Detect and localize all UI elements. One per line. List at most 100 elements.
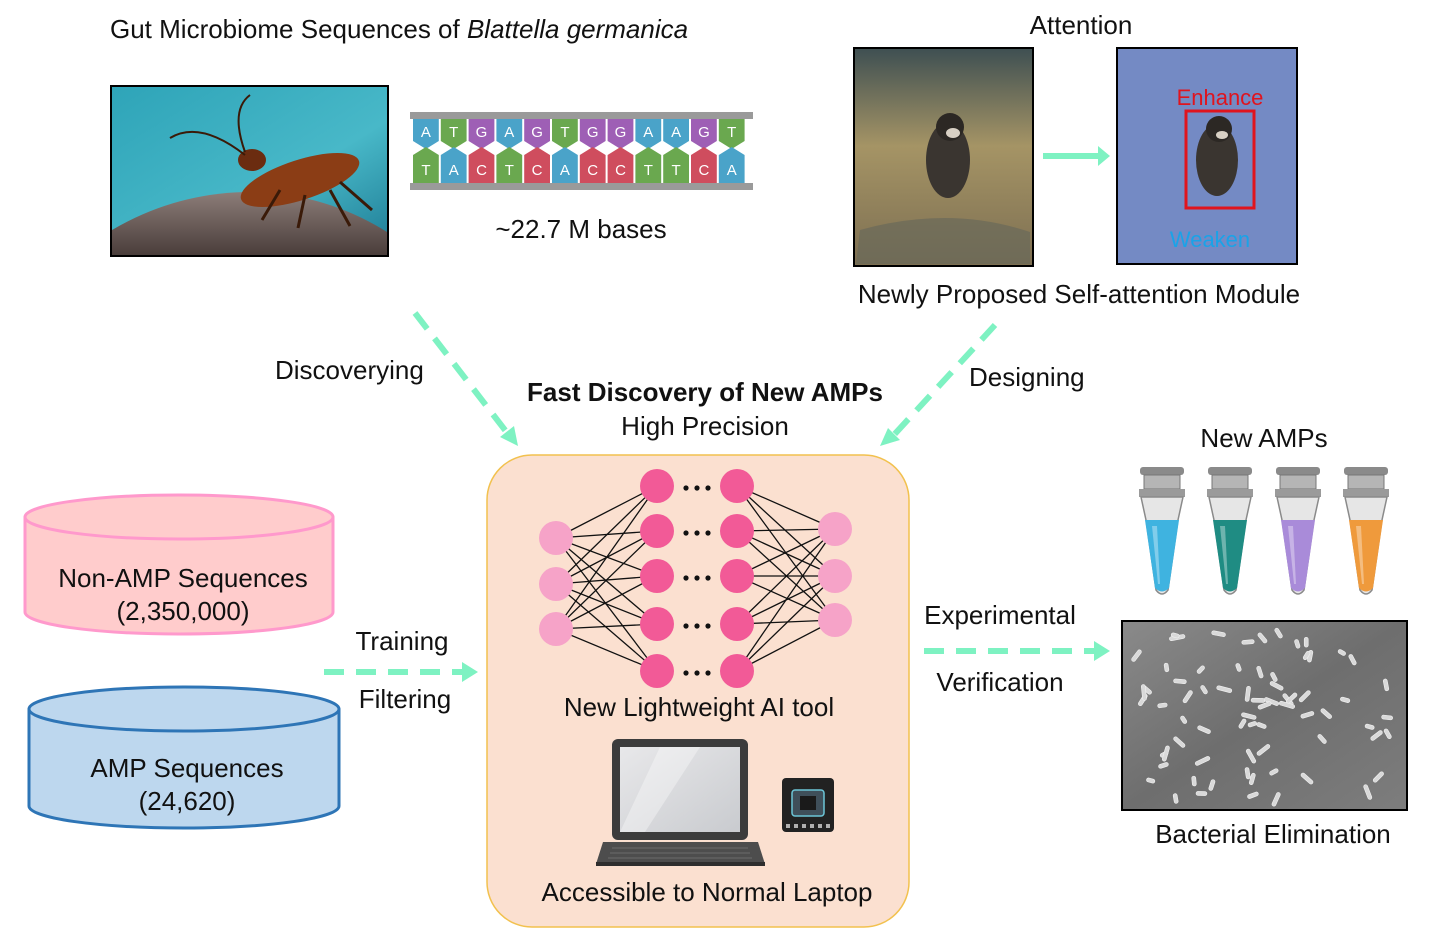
bacterium-rod (1278, 700, 1296, 709)
training-label: Training (355, 626, 449, 656)
bacterium-rod (1269, 768, 1279, 776)
microbiome-title: Gut Microbiome Sequences of Blattella ge… (110, 14, 688, 44)
amp-count: (24,620) (138, 786, 236, 816)
nn-edge (736, 485, 836, 530)
amp-label: AMP Sequences (90, 753, 284, 783)
nn-output-node (818, 559, 852, 593)
dna-top-base (468, 119, 495, 149)
dna-bottom-base (579, 147, 606, 183)
dna-bottom-base (524, 147, 550, 183)
nn-edge (555, 485, 658, 585)
bacterium-rod (1238, 718, 1247, 729)
bacterium-rod (1247, 791, 1259, 799)
nn-edge (736, 619, 836, 672)
laptop-icon (596, 739, 765, 866)
bacterium-rod (1320, 708, 1332, 719)
elimination-label: Bacterial Elimination (1155, 819, 1391, 849)
nn-label: New Lightweight AI tool (563, 692, 835, 722)
bacterium-rod (1191, 775, 1197, 787)
dna-top-base (440, 119, 467, 149)
designing-arrow-head (880, 428, 900, 446)
amp-database (27, 685, 341, 830)
neural-network-graphic (539, 469, 852, 688)
non-amp-count: (2,350,000) (116, 596, 250, 626)
non-amp-database (23, 493, 335, 636)
bacterium-rod (1300, 711, 1315, 719)
nn-edge (736, 575, 836, 621)
tube-icon (1343, 467, 1389, 595)
bacterium-rod (1363, 784, 1373, 800)
discovering-arrow-head (500, 426, 518, 446)
nn-ellipsis-dot (683, 485, 689, 491)
nn-ellipsis-dot (683, 530, 689, 536)
dna-bottom-base (718, 147, 745, 183)
bacterium-rod (1383, 728, 1392, 740)
bacterium-rod (1197, 725, 1211, 734)
bacterium-rod (1173, 736, 1186, 748)
nn-output-node (818, 603, 852, 637)
bacterium-rod (1208, 779, 1216, 791)
nn-ellipsis-dot (694, 623, 700, 629)
bacterium-rod (1161, 745, 1170, 762)
bacterium-rod (1348, 654, 1357, 666)
microbiome-title-species: Blattella germanica (466, 14, 689, 44)
dna-top-base-letter: G (698, 124, 710, 141)
designing-arrow (889, 322, 998, 440)
bacterium-rod (1146, 777, 1156, 784)
tube-icon (1207, 467, 1253, 595)
dna-bottom-base-letter: C (698, 162, 709, 179)
bacterium-rod (1381, 714, 1393, 721)
dna-bottom-base-letter: A (560, 162, 570, 179)
dna-bottom-base (496, 147, 523, 183)
bacterium-rod (1257, 701, 1272, 710)
dna-top-base (579, 119, 606, 149)
bacterium-rod (1248, 772, 1256, 785)
dna-top-base-letter: G (531, 124, 543, 141)
dna-bottom-base (607, 147, 634, 183)
bacterium-rod (1256, 665, 1264, 679)
bacterium-rod (1270, 672, 1278, 682)
dna-bottom-base-letter: T (672, 162, 681, 179)
new-amps-label: New AMPs (1200, 423, 1328, 453)
bacterium-rod (1173, 678, 1187, 685)
nn-ellipsis-dot (694, 670, 700, 676)
cockroach-photo (110, 85, 389, 257)
bacterium-rod (1131, 649, 1142, 662)
center-subtitle: High Precision (621, 411, 789, 441)
bacterium-rod (1257, 632, 1268, 644)
tubes-graphic (1139, 467, 1389, 595)
nn-edge (555, 583, 658, 625)
bacterium-rod (1141, 684, 1147, 701)
attention-arrow-head (1098, 146, 1110, 166)
bacterium-rod (1302, 650, 1311, 661)
bacterium-rod (1158, 762, 1169, 769)
bacterium-rod (1211, 630, 1226, 637)
bacterium-rod (1340, 696, 1351, 703)
experimental-label: Experimental (924, 600, 1076, 630)
bacterium-rod (1216, 685, 1233, 693)
dna-bottom-base-letter: C (615, 162, 626, 179)
nn-edge (736, 575, 836, 672)
dna-bottom-base-letter: C (587, 162, 598, 179)
bacterium-rod (1247, 721, 1257, 728)
nn-ellipsis-dot (705, 485, 711, 491)
nn-hidden-node (720, 559, 754, 593)
chip-icon (782, 778, 834, 832)
nn-ellipsis-dot (694, 530, 700, 536)
nn-edge (736, 528, 836, 577)
dna-top-base-letter: G (615, 124, 627, 141)
bacterium-rod (1245, 748, 1257, 764)
dna-bottom-base (663, 147, 689, 183)
dna-top-base (635, 119, 662, 149)
attention-title: Attention (1029, 10, 1133, 40)
bacterium-rod (1317, 734, 1327, 744)
nn-output-node (818, 512, 852, 546)
nn-edge (555, 485, 658, 539)
nn-hidden-node (640, 559, 674, 593)
nn-input-node (539, 612, 573, 646)
dna-top-base (663, 119, 689, 149)
bacterium-rod (1241, 639, 1255, 645)
bacterium-rod (1172, 793, 1179, 804)
bacterium-rod (1170, 632, 1180, 639)
tube-icon (1139, 467, 1185, 595)
